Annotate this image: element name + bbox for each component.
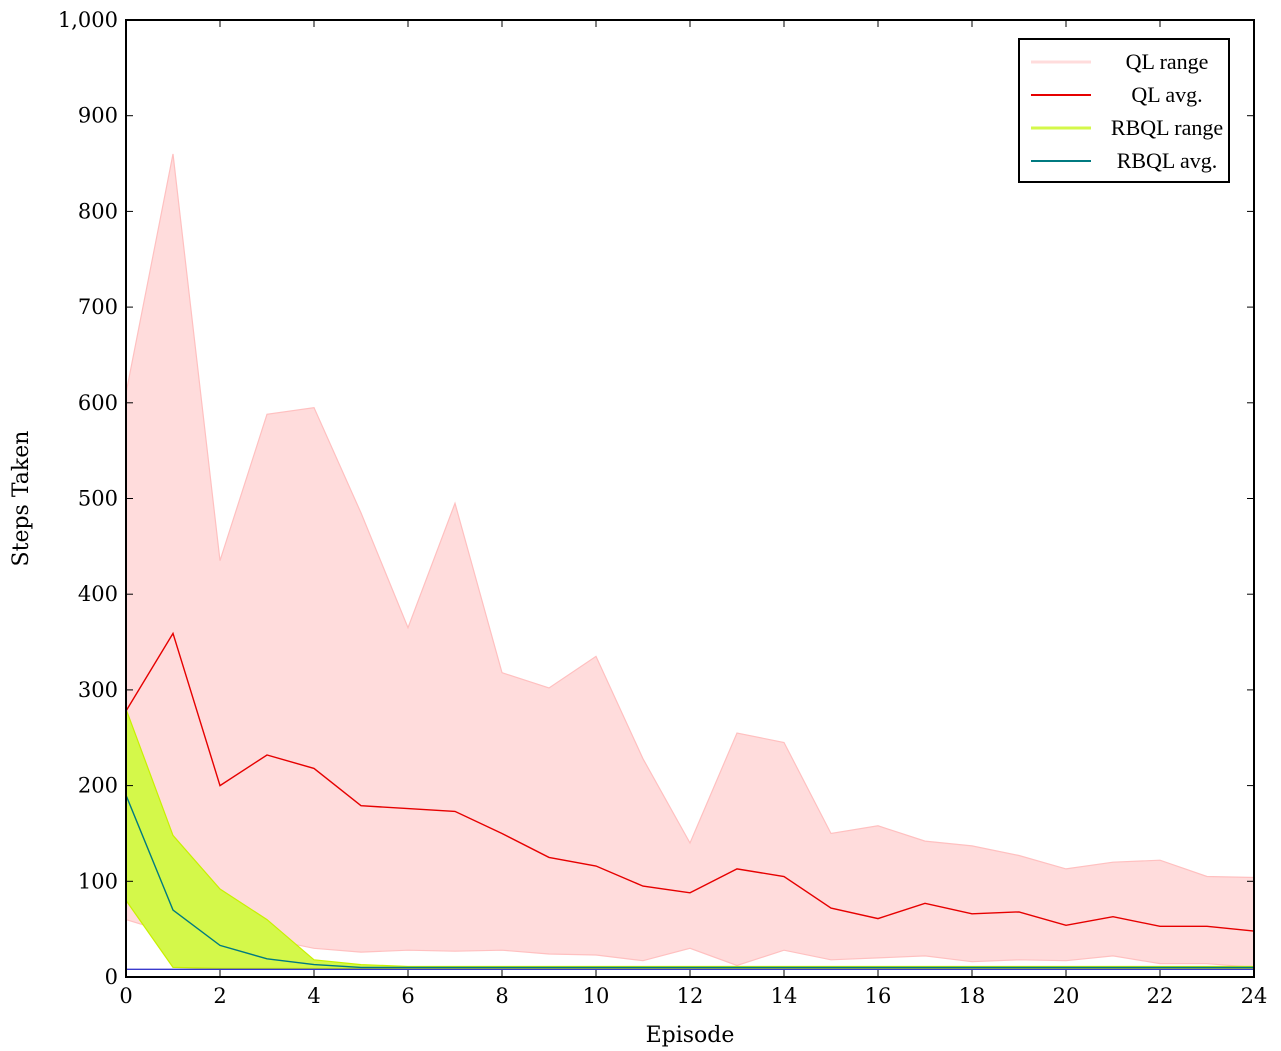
legend-label-3: RBQL avg. bbox=[1117, 148, 1218, 173]
x-tick-label: 20 bbox=[1053, 984, 1080, 1008]
y-tick-label: 700 bbox=[78, 295, 118, 319]
range-fills bbox=[125, 153, 1255, 970]
x-tick-label: 4 bbox=[307, 984, 320, 1008]
legend-label-1: QL avg. bbox=[1131, 82, 1202, 107]
axes bbox=[125, 19, 1255, 978]
x-tick-label: 24 bbox=[1241, 984, 1268, 1008]
x-tick-label: 16 bbox=[865, 984, 892, 1008]
x-tick-label: 18 bbox=[959, 984, 986, 1008]
x-tick-label: 2 bbox=[213, 984, 226, 1008]
y-tick-label: 500 bbox=[78, 487, 118, 511]
y-tick-label: 400 bbox=[78, 582, 118, 606]
y-tick-label: 1,000 bbox=[58, 8, 118, 32]
y-tick-label: 800 bbox=[78, 199, 118, 223]
series-lines bbox=[125, 631, 1255, 971]
y-tick-label: 200 bbox=[78, 774, 118, 798]
avg-line-1 bbox=[125, 794, 1254, 969]
y-tick-label: 600 bbox=[78, 391, 118, 415]
y-tick-label: 900 bbox=[78, 104, 118, 128]
range-band-0 bbox=[125, 153, 1255, 969]
x-tick-label: 0 bbox=[119, 984, 132, 1008]
x-axis-title: Episode bbox=[646, 1023, 735, 1048]
y-tick-label: 0 bbox=[105, 965, 118, 989]
x-tick-label: 10 bbox=[583, 984, 610, 1008]
y-tick-label: 100 bbox=[78, 869, 118, 893]
x-tick-label: 12 bbox=[677, 984, 704, 1008]
x-tick-label: 8 bbox=[495, 984, 508, 1008]
x-tick-label: 22 bbox=[1147, 984, 1174, 1008]
tick-labels: 0 2 4 6 8 10 12 14 16 18 20 22 240100200300400500600… bbox=[58, 8, 1267, 1008]
legend: QL range QL avg. RBQL range RBQL avg. bbox=[1018, 38, 1230, 183]
x-tick-label: 14 bbox=[771, 984, 798, 1008]
x-tick-label: 6 bbox=[401, 984, 414, 1008]
y-tick-label: 300 bbox=[78, 678, 118, 702]
legend-label-0: QL range bbox=[1126, 49, 1209, 74]
avg-line-0 bbox=[125, 631, 1255, 932]
y-axis-title: Steps Taken bbox=[9, 431, 34, 567]
legend-label-2: RBQL range bbox=[1111, 115, 1223, 140]
